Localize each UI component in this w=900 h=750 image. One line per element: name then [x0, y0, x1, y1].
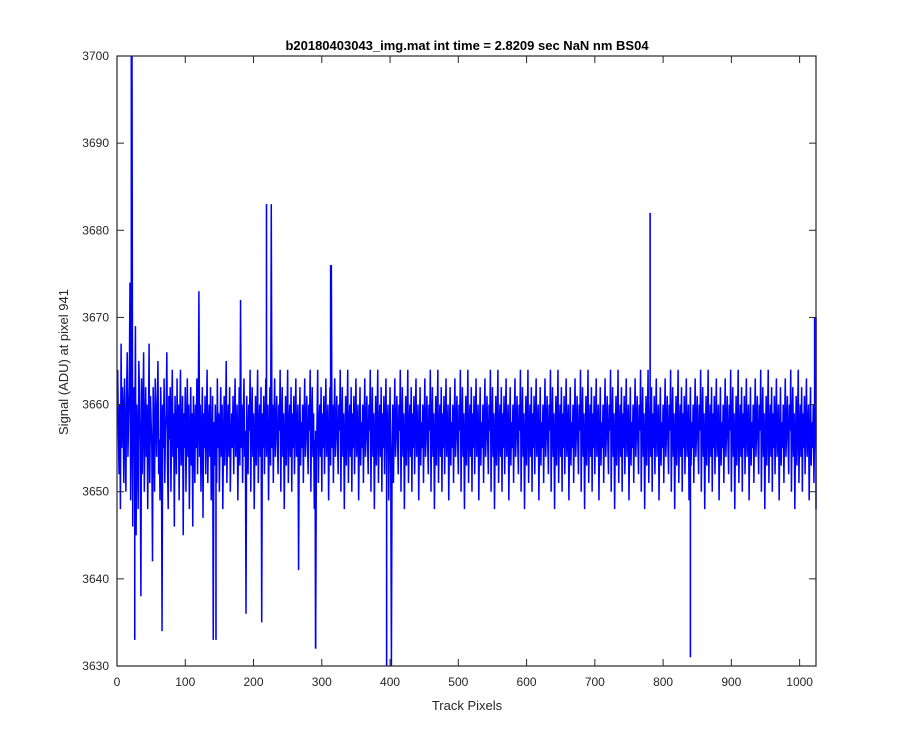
axes-group — [116, 55, 817, 667]
y-tick-label-3640: 3640 — [82, 572, 109, 586]
y-tick-label-3700: 3700 — [82, 49, 109, 63]
series-line-0 — [116, 55, 817, 667]
chart-title: b20180403043_img.mat int time = 2.8209 s… — [285, 38, 649, 53]
x-tick-label-300: 300 — [312, 675, 332, 689]
x-axis-label: Track Pixels — [432, 698, 503, 713]
x-tick-label-900: 900 — [721, 675, 741, 689]
y-tick-label-3680: 3680 — [82, 223, 109, 237]
plot-area — [117, 56, 816, 666]
x-tick-label-200: 200 — [244, 675, 264, 689]
plot-background — [117, 56, 816, 666]
ticks-group: 0 100 200 300 400 500 600 700 800 900 1000 3630 3640… — [82, 49, 816, 689]
x-tick-label-400: 400 — [380, 675, 400, 689]
x-tick-label-600: 600 — [517, 675, 537, 689]
x-tick-label-100: 100 — [175, 675, 195, 689]
x-tick-label-1000: 1000 — [786, 675, 813, 689]
y-tick-label-3660: 3660 — [82, 398, 109, 412]
y-tick-label-3690: 3690 — [82, 136, 109, 150]
y-tick-label-3670: 3670 — [82, 310, 109, 324]
x-tick-label-800: 800 — [653, 675, 673, 689]
x-tick-label-500: 500 — [448, 675, 468, 689]
y-tick-label-3630: 3630 — [82, 659, 109, 673]
x-tick-label-700: 700 — [585, 675, 605, 689]
x-tick-label-0: 0 — [114, 675, 121, 689]
series-group — [116, 55, 817, 667]
y-tick-label-3650: 3650 — [82, 485, 109, 499]
axes-box — [116, 55, 817, 667]
y-axis-label: Signal (ADU) at pixel 941 — [56, 289, 71, 435]
